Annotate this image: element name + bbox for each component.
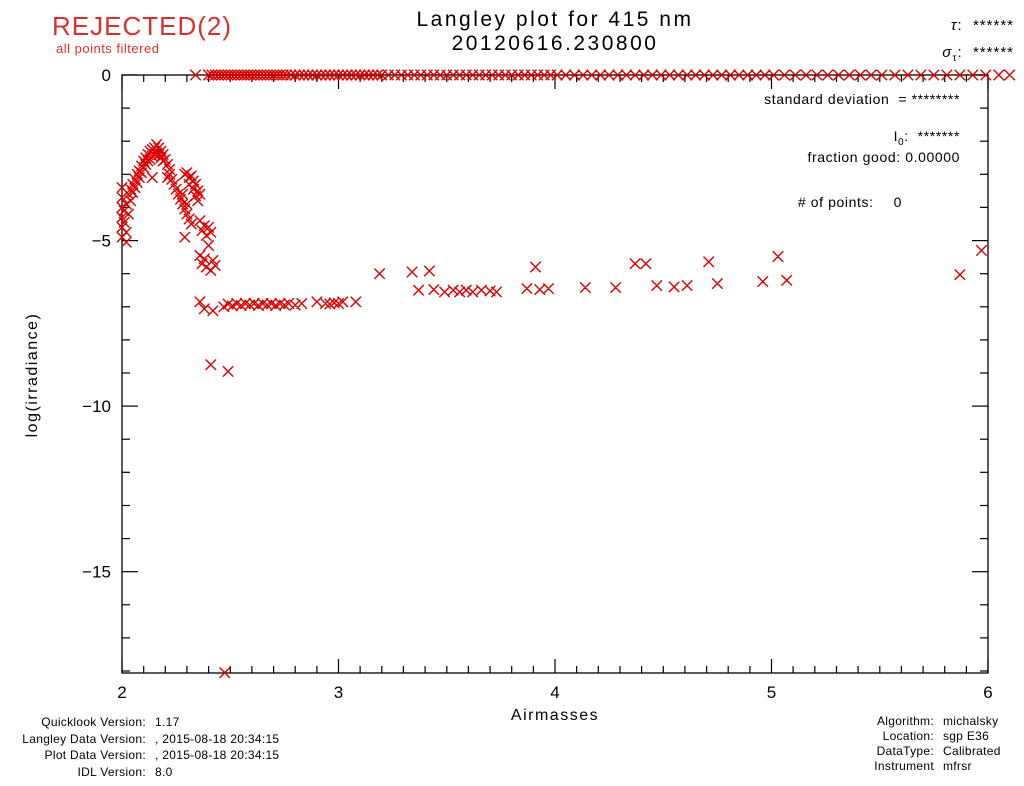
i0-base: I bbox=[893, 128, 899, 144]
quicklook-version-label: Quicklook Version: bbox=[41, 715, 146, 729]
x-tick-label: 5 bbox=[767, 683, 776, 702]
rejected-status-detail: all points filtered bbox=[56, 41, 160, 56]
idl-version-value: 8.0 bbox=[155, 764, 173, 779]
sigma-symbol: σ bbox=[942, 44, 953, 61]
datatype-value: Calibrated bbox=[943, 744, 1001, 758]
x-tick-label: 4 bbox=[550, 683, 559, 702]
y-tick-label: −5 bbox=[92, 232, 111, 251]
y-tick-label: −15 bbox=[82, 563, 111, 582]
x-tick-label: 2 bbox=[117, 683, 126, 702]
sigma-value: : ****** bbox=[957, 44, 1014, 61]
tau-stat: τ: ****** bbox=[942, 12, 1014, 39]
y-axis-label: log(irradiance) bbox=[24, 312, 41, 438]
rejected-status: REJECTED(2) bbox=[52, 11, 233, 41]
standard-deviation-stat: standard deviation = ******** bbox=[764, 91, 960, 107]
num-points-stat: # of points: 0 bbox=[798, 194, 902, 210]
i0-value: : ******* bbox=[904, 128, 960, 144]
x-tick-label: 3 bbox=[334, 683, 343, 702]
langley-data-version-value: , 2015-08-18 20:34:15 bbox=[155, 731, 280, 746]
fraction-good-stat: fraction good: 0.00000 bbox=[807, 149, 960, 165]
plot-data-version-value: , 2015-08-18 20:34:15 bbox=[155, 748, 280, 762]
sigma-tau-stat: στ: ****** bbox=[942, 39, 1014, 72]
location-value: sgp E36 bbox=[943, 729, 990, 743]
quicklook-version-value: 1.17 bbox=[155, 715, 180, 729]
version-info-block: Quicklook Version: 1.17 Langley Data Ver… bbox=[4, 714, 279, 780]
idl-version-label: IDL Version: bbox=[77, 764, 146, 779]
algorithm-value: michalsky bbox=[943, 714, 999, 728]
scatter-points bbox=[116, 69, 1016, 679]
tau-symbol: τ bbox=[950, 17, 958, 34]
plot-title: Langley plot for 415 nm bbox=[416, 8, 694, 31]
datatype-label: DataType: bbox=[876, 744, 934, 758]
sigma-subscript: τ bbox=[952, 52, 958, 64]
langley-data-version-label: Langley Data Version: bbox=[22, 731, 146, 746]
instrument-label: Instrument bbox=[874, 759, 934, 773]
x-tick-label: 6 bbox=[983, 683, 992, 702]
num-points-label: # of points: bbox=[797, 194, 874, 210]
plot-data-version-label: Plot Data Version: bbox=[44, 748, 146, 762]
y-tick-label: −10 bbox=[82, 397, 111, 416]
plot-frame bbox=[121, 74, 989, 674]
tau-value: : ****** bbox=[957, 17, 1014, 34]
plot-title-date: 20120616.230800 bbox=[451, 32, 659, 55]
num-points-value: 0 bbox=[893, 194, 902, 210]
tau-panel: τ: ****** στ: ****** bbox=[942, 12, 1014, 72]
i0-stat: I0: ******* bbox=[894, 128, 960, 148]
instrument-info-block: Algorithm: michalsky Location: sgp E36 D… bbox=[846, 714, 1001, 774]
i0-subscript: 0 bbox=[898, 136, 905, 148]
algorithm-label: Algorithm: bbox=[876, 714, 934, 728]
location-label: Location: bbox=[882, 729, 934, 743]
x-axis-label: Airmasses bbox=[510, 707, 600, 724]
instrument-value: mfrsr bbox=[943, 759, 972, 773]
y-tick-label: 0 bbox=[102, 66, 111, 85]
